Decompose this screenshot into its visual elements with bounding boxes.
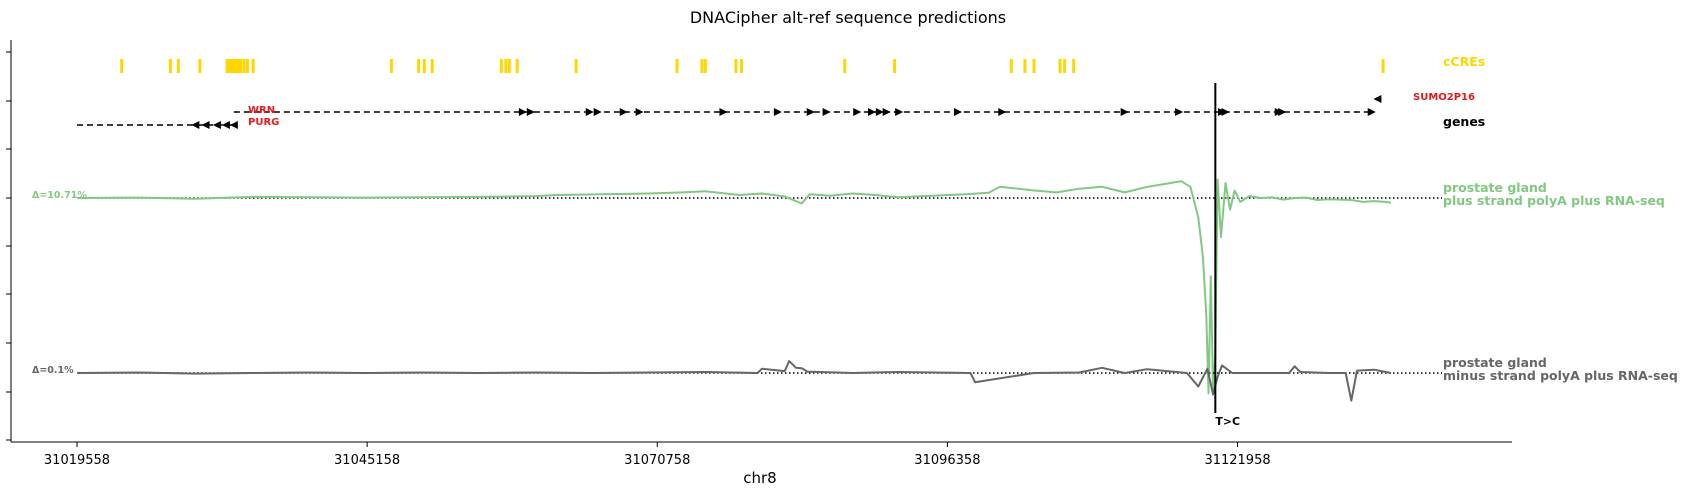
ccre-mark (675, 59, 679, 73)
ccre-mark (417, 59, 421, 73)
ccre-mark (236, 59, 240, 73)
ccre-mark (1058, 59, 1062, 73)
ccre-mark (389, 59, 393, 73)
x-tick-label: 31045158 (334, 453, 400, 468)
ccre-mark (1072, 59, 1076, 73)
ccre-mark (1023, 59, 1027, 73)
plus-strand-label-line1: prostate gland (1443, 180, 1547, 195)
ccre-mark (499, 59, 503, 73)
variant-label: T>C (1215, 415, 1240, 428)
chart-title: DNACipher alt-ref sequence predictions (690, 8, 1006, 27)
x-axis: 31019558 31045158 31070758 31096358 31121958 (11, 441, 1512, 468)
series-line (76, 360, 1392, 402)
gene-strand-arrow (1278, 108, 1287, 116)
ccre-mark (515, 59, 519, 73)
ccre-mark (239, 59, 243, 73)
minus-strand-track (76, 360, 1442, 402)
gene-strand-arrow (882, 108, 891, 116)
gene-strand-arrow (822, 108, 831, 116)
gene-strand-arrow (1175, 108, 1184, 116)
ccre-mark (242, 59, 246, 73)
gene-strand-arrow (212, 121, 221, 129)
plus-strand-track (76, 178, 1442, 395)
gene-strand-arrow (719, 108, 728, 116)
ccre-mark (507, 59, 511, 73)
gene-strand-arrow (867, 108, 876, 116)
ccre-mark (245, 59, 249, 73)
ccre-mark (168, 59, 172, 73)
y-axis (6, 40, 12, 442)
minus-strand-delta: Δ=0.1% (32, 365, 74, 376)
ccre-mark (703, 59, 707, 73)
gene-strand-arrow (191, 121, 200, 129)
ccre-mark (1032, 59, 1036, 73)
ccre-mark (700, 59, 704, 73)
gene-strand-arrow (1221, 108, 1230, 116)
gene-strand-arrow (635, 108, 644, 116)
x-tick-label: 31096358 (914, 453, 980, 468)
series-line (76, 178, 1392, 395)
ccre-mark (198, 59, 202, 73)
gene-strand-arrow (853, 108, 862, 116)
ccre-mark (234, 59, 238, 73)
x-tick-label: 31070758 (624, 453, 690, 468)
gene-strand-arrow (593, 108, 602, 116)
minus-strand-label-line1: prostate gland (1443, 355, 1547, 370)
x-tick-label: 31019558 (44, 453, 110, 468)
ccre-mark (740, 59, 744, 73)
gene-strand-arrow (221, 121, 230, 129)
gene-strand-arrow (1373, 95, 1382, 103)
x-tick-label: 31121958 (1204, 453, 1270, 468)
minus-strand-label-line2: minus strand polyA plus RNA-seq (1443, 368, 1678, 383)
x-axis-label: chr8 (743, 469, 776, 487)
gene-label-sumo2p16: SUMO2P16 (1413, 92, 1475, 103)
gene-strand-arrow (895, 108, 904, 116)
ccre-mark (225, 59, 229, 73)
gene-strand-arrow (1367, 108, 1376, 116)
ccre-mark (430, 59, 434, 73)
ccre-mark (734, 59, 738, 73)
ccre-mark (893, 59, 897, 73)
gene-label-wrn: WRN (248, 105, 275, 116)
ccre-mark (574, 59, 578, 73)
gene-strand-arrow (526, 108, 535, 116)
plus-strand-delta: Δ=10.71% (32, 190, 87, 201)
gene-strand-arrow (875, 108, 884, 116)
ccre-mark (504, 59, 508, 73)
ccre-mark (230, 59, 234, 73)
gene-strand-arrow (806, 108, 815, 116)
gene-strand-arrow (1120, 108, 1129, 116)
gene-strand-arrow (585, 108, 594, 116)
ccre-track-label: cCREs (1443, 54, 1485, 69)
ccre-mark (1381, 59, 1385, 73)
gene-strand-arrow (998, 108, 1007, 116)
gene-strand-arrow (201, 121, 210, 129)
ccre-mark (251, 59, 255, 73)
ccre-mark (422, 59, 426, 73)
gene-strand-arrow (773, 108, 782, 116)
gene-track-label: genes (1443, 114, 1485, 129)
ccre-mark (227, 59, 231, 73)
gene-strand-arrow (518, 108, 527, 116)
ccre-mark (176, 59, 180, 73)
gene-strand-arrow (954, 108, 963, 116)
ccre-mark (232, 59, 236, 73)
ccre-track (120, 59, 1385, 73)
ccre-mark (1063, 59, 1067, 73)
ccre-mark (1009, 59, 1013, 73)
plus-strand-label-line2: plus strand polyA plus RNA-seq (1443, 193, 1665, 208)
gene-strand-arrow (619, 108, 628, 116)
gene-strand-arrow (229, 121, 238, 129)
ccre-mark (120, 59, 124, 73)
gene-label-purg: PURG (248, 117, 279, 128)
ccre-mark (843, 59, 847, 73)
